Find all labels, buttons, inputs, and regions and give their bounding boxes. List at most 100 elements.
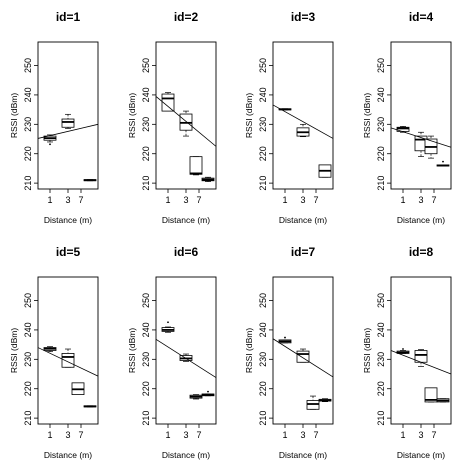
- box-at-pos-3: [179, 353, 193, 362]
- fit-line: [272, 104, 334, 139]
- fit-line: [37, 123, 99, 139]
- y-tick-label: 210: [23, 176, 33, 191]
- y-tick-label: 220: [141, 146, 151, 161]
- y-tick-label: 220: [141, 381, 151, 396]
- box-at-pos-1: [278, 336, 292, 344]
- y-tick-label: 230: [376, 352, 386, 367]
- y-tick-label: 230: [258, 352, 268, 367]
- x-tick-label: 7: [196, 195, 201, 205]
- box-at-pos-7: [201, 390, 215, 397]
- box-at-pos-7: [318, 398, 332, 403]
- y-tick-label: 230: [141, 352, 151, 367]
- chart-panel-4: id=4 210 220 230 240 250 RSSI (dBm) 1 3 7 Distance…: [362, 10, 452, 225]
- y-tick-label: 240: [258, 87, 268, 102]
- x-tick-label: 3: [418, 195, 423, 205]
- box-at-pos-7: [83, 405, 97, 408]
- box-at-pos-5: [189, 394, 203, 400]
- x-axis-label: Distance (m): [44, 450, 92, 460]
- y-axis-label: RSSI (dBm): [244, 93, 254, 139]
- box-at-pos-3: [296, 348, 310, 363]
- fit-line: [155, 96, 217, 147]
- y-axis-label: RSSI (dBm): [127, 93, 137, 139]
- x-tick-label: 3: [300, 430, 305, 440]
- y-tick-label: 220: [23, 146, 33, 161]
- y-tick-label: 220: [376, 146, 386, 161]
- x-tick-label: 7: [78, 430, 83, 440]
- box-at-pos-3: [296, 123, 310, 138]
- plot-frame: [390, 41, 452, 190]
- outlier-point: [284, 336, 286, 339]
- box-at-pos-7: [436, 398, 450, 403]
- box-at-pos-3: [179, 110, 193, 137]
- y-tick-label: 230: [141, 117, 151, 132]
- box-at-pos-7: [318, 164, 332, 178]
- fit-line: [272, 338, 334, 378]
- x-tick-label: 3: [300, 195, 305, 205]
- box-at-pos-3: [61, 348, 75, 368]
- box-at-pos-7: [201, 176, 215, 182]
- fit-line: [390, 127, 452, 148]
- chart-panel-6: id=6 210 220 230 240 250 RSSI (dBm) 1 3 7 Distance…: [127, 245, 217, 460]
- box-at-pos-3: [61, 113, 75, 129]
- y-tick-label: 230: [23, 117, 33, 132]
- fit-line: [37, 347, 99, 377]
- y-tick-label: 240: [141, 322, 151, 337]
- x-tick-label: 3: [65, 195, 70, 205]
- chart-panel-2: id=2 210 220 230 240 250 RSSI (dBm) 1 3 7 Distance…: [127, 10, 217, 225]
- chart-panel-1: id=1 210 220 230 240 250 RSSI (dBm) 1 3 7 Distance…: [9, 10, 99, 225]
- x-tick-label: 7: [313, 430, 318, 440]
- y-tick-label: 230: [258, 117, 268, 132]
- y-tick-label: 210: [376, 176, 386, 191]
- y-tick-label: 240: [23, 87, 33, 102]
- x-tick-label: 1: [47, 195, 52, 205]
- outlier-point: [207, 390, 209, 393]
- y-axis-label: RSSI (dBm): [9, 93, 19, 139]
- x-tick-label: 1: [282, 195, 287, 205]
- box-body: [61, 353, 75, 368]
- y-axis-label: RSSI (dBm): [362, 93, 372, 139]
- box-body: [61, 118, 75, 128]
- y-tick-label: 220: [258, 381, 268, 396]
- y-tick-label: 210: [141, 176, 151, 191]
- chart-title: id=5: [56, 245, 81, 259]
- y-tick-label: 250: [258, 293, 268, 308]
- x-axis-label: Distance (m): [44, 215, 92, 225]
- y-tick-label: 230: [23, 352, 33, 367]
- x-tick-label: 1: [400, 430, 405, 440]
- outlier-point: [167, 321, 169, 324]
- y-tick-label: 220: [23, 381, 33, 396]
- y-axis-label: RSSI (dBm): [9, 328, 19, 374]
- y-tick-label: 210: [258, 176, 268, 191]
- x-tick-label: 3: [183, 195, 188, 205]
- y-tick-label: 250: [376, 293, 386, 308]
- chart-title: id=1: [56, 10, 81, 24]
- y-tick-label: 240: [23, 322, 33, 337]
- box-at-pos-7: [83, 179, 97, 182]
- x-tick-label: 3: [65, 430, 70, 440]
- y-tick-label: 210: [23, 411, 33, 426]
- x-tick-label: 7: [78, 195, 83, 205]
- outlier-point: [49, 143, 51, 146]
- chart-title: id=3: [291, 10, 316, 24]
- chart-title: id=6: [174, 245, 199, 259]
- fit-line: [155, 338, 217, 378]
- chart-title: id=8: [409, 245, 434, 259]
- outlier-point: [402, 348, 404, 350]
- x-tick-label: 3: [183, 430, 188, 440]
- x-axis-label: Distance (m): [397, 215, 445, 225]
- y-axis-label: RSSI (dBm): [362, 328, 372, 374]
- chart-title: id=4: [409, 10, 434, 24]
- x-tick-label: 7: [313, 195, 318, 205]
- y-tick-label: 250: [141, 293, 151, 308]
- x-axis-label: Distance (m): [162, 215, 210, 225]
- y-tick-label: 240: [258, 322, 268, 337]
- box-at-pos-5: [424, 387, 438, 403]
- outlier-point: [442, 160, 444, 163]
- y-tick-label: 210: [376, 411, 386, 426]
- x-axis-label: Distance (m): [279, 450, 327, 460]
- y-tick-label: 210: [258, 411, 268, 426]
- chart-panel-5: id=5 210 220 230 240 250 RSSI (dBm) 1 3 7 Distance…: [9, 245, 99, 460]
- y-tick-label: 250: [141, 58, 151, 73]
- chart-title: id=2: [174, 10, 199, 24]
- y-tick-label: 220: [258, 146, 268, 161]
